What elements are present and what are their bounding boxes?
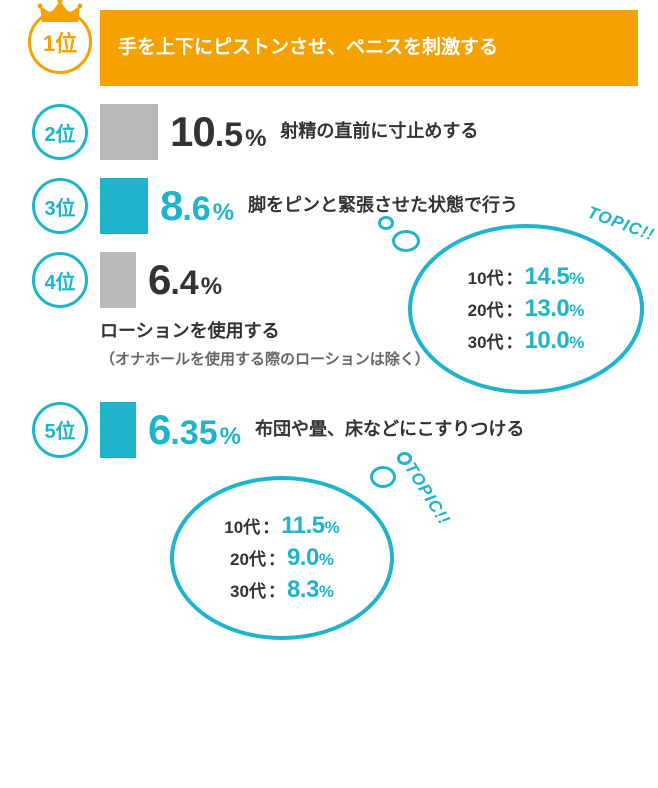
- crown-icon: [38, 0, 82, 24]
- bubble2-line: 20代 ： 9.0 %: [230, 544, 334, 572]
- rank4-bar: [100, 252, 136, 308]
- rank3-desc: 脚をピンと緊張させた状態で行う: [248, 193, 638, 218]
- topic-label: TOPIC!!: [400, 459, 454, 529]
- rank5-percent: 6 .35 %: [148, 409, 241, 451]
- rank2-bar: [100, 104, 158, 160]
- rank-row-5: 5位 6 .35 % 布団や畳、床などにこすりつける: [20, 402, 638, 458]
- bubble-tail-icon: [378, 216, 394, 230]
- bubble1-line: 20代 ： 13.0 %: [468, 295, 585, 323]
- bubble-tail-icon: [392, 230, 420, 252]
- bubble1-line: 10代 ： 14.5 %: [468, 263, 585, 291]
- rank3-percent: 8 .6 %: [160, 185, 234, 227]
- rank-badge-5: 5位: [20, 402, 100, 458]
- rank-row-1: 1位 手を上下にピストンさせ、ペニスを刺激する 95 .4 %: [20, 10, 638, 86]
- bubble2-line: 10代 ： 11.5 %: [224, 512, 339, 540]
- rank-circle: 2位: [32, 104, 88, 160]
- rank-circle: 3位: [32, 178, 88, 234]
- bubble2-line: 30代 ： 8.3 %: [230, 576, 334, 604]
- bubble1-line: 30代 ： 10.0 %: [468, 327, 585, 355]
- rank-row-4: 4位 6 .4 % ローションを使用する （オナホールを使用する際のローションは…: [20, 252, 638, 372]
- rank2-desc: 射精の直前に寸止めする: [280, 119, 638, 144]
- rank1-percent: 95 .4 %: [508, 10, 638, 68]
- rank-badge-1: 1位: [20, 10, 100, 74]
- rank-row-2: 2位 10 .5 % 射精の直前に寸止めする: [20, 104, 638, 160]
- rank-badge-4: 4位: [20, 252, 100, 308]
- rank4-percent: 6 .4 %: [148, 259, 222, 301]
- rank-circle: 4位: [32, 252, 88, 308]
- rank-badge-2: 2位: [20, 104, 100, 160]
- rank-circle: 5位: [32, 402, 88, 458]
- bubble-tail-icon: [370, 466, 396, 488]
- rank3-bar: [100, 178, 148, 234]
- rank-badge-3: 3位: [20, 178, 100, 234]
- topic-bubble-2: 10代 ： 11.5 % 20代 ： 9.0 % 30代 ： 8.3 % TOP…: [170, 476, 394, 640]
- rank5-desc: 布団や畳、床などにこすりつける: [255, 417, 638, 442]
- rank2-percent: 10 .5 %: [170, 111, 266, 153]
- rank5-bar: [100, 402, 136, 458]
- topic-bubble-1: 10代 ： 14.5 % 20代 ： 13.0 % 30代 ： 10.0 % T…: [408, 224, 644, 394]
